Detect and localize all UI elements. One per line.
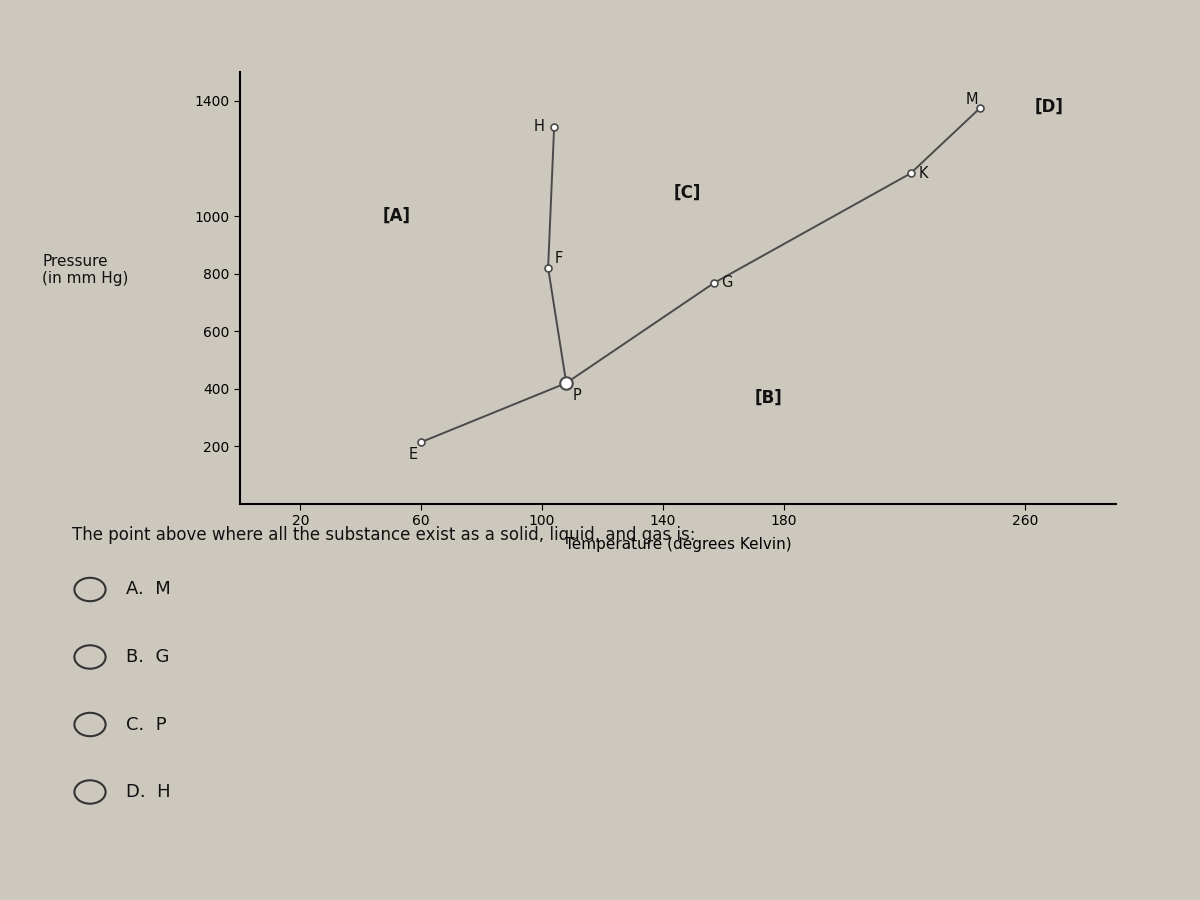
Text: [B]: [B] (755, 389, 782, 407)
Text: [D]: [D] (1036, 97, 1064, 115)
Text: [C]: [C] (673, 184, 701, 202)
Text: G: G (721, 275, 733, 291)
Text: K: K (918, 166, 928, 181)
Text: P: P (572, 388, 581, 403)
Text: E: E (408, 447, 418, 463)
Text: A.  M: A. M (126, 580, 170, 598)
Text: H: H (534, 119, 545, 134)
Text: C.  P: C. P (126, 716, 167, 733)
Text: [A]: [A] (383, 207, 412, 225)
Text: F: F (554, 251, 563, 266)
Text: D.  H: D. H (126, 783, 170, 801)
Text: Pressure
(in mm Hg): Pressure (in mm Hg) (42, 254, 128, 286)
Text: M: M (965, 93, 978, 107)
X-axis label: Temperature (degrees Kelvin): Temperature (degrees Kelvin) (565, 536, 791, 552)
Text: The point above where all the substance exist as a solid, liquid, and gas is:: The point above where all the substance … (72, 526, 696, 544)
Text: B.  G: B. G (126, 648, 169, 666)
